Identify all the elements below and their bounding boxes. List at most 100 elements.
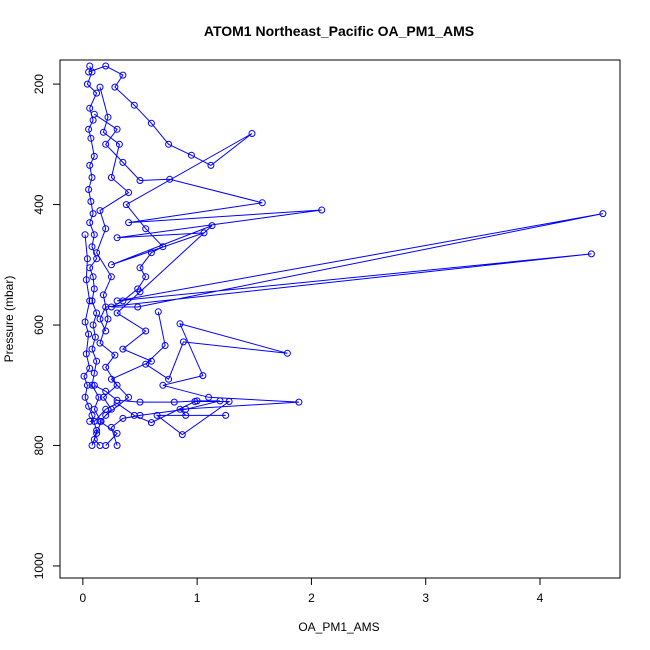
data-point [154, 308, 162, 316]
data-point [136, 398, 144, 406]
data-point [104, 315, 112, 323]
data-point [88, 442, 96, 449]
data-point [147, 419, 155, 427]
x-axis: 0 1 2 3 4 [80, 577, 544, 605]
data-point [587, 250, 595, 258]
data-point [91, 333, 99, 341]
data-point [83, 255, 91, 263]
data-point [85, 125, 93, 133]
data-point [96, 442, 104, 449]
data-point [125, 393, 133, 401]
data-point [283, 349, 291, 357]
data-point [102, 62, 110, 70]
data-point [87, 134, 95, 142]
y-tick-label: 600 [32, 315, 46, 335]
x-tick-label: 2 [308, 591, 315, 605]
data-point [205, 393, 213, 401]
series-layer [80, 62, 607, 449]
data-point [86, 364, 94, 372]
data-point [599, 210, 607, 218]
data-point [119, 158, 127, 166]
data-point [187, 151, 195, 159]
data-point [81, 393, 89, 401]
data-point [248, 130, 256, 137]
data-point [88, 297, 96, 305]
y-tick-label: 200 [32, 74, 46, 94]
data-point [207, 161, 215, 169]
series-line [83, 234, 101, 446]
data-point [295, 398, 303, 406]
data-point [93, 89, 101, 97]
data-point [90, 405, 98, 413]
data-point [90, 436, 98, 443]
data-point [153, 411, 161, 419]
data-point [102, 303, 110, 311]
data-point [96, 339, 104, 347]
data-point [88, 345, 96, 353]
x-axis-label: OA_PM1_AMS [298, 620, 379, 634]
data-point [159, 243, 167, 251]
data-point [86, 417, 94, 425]
y-axis-label: Pressure (mbar) [2, 276, 16, 363]
data-point [88, 174, 96, 181]
data-point [102, 140, 110, 148]
data-point [83, 80, 91, 88]
data-point [80, 372, 88, 380]
data-point [113, 429, 121, 437]
data-point [113, 125, 121, 133]
series-5 [86, 308, 303, 439]
data-point [136, 177, 144, 184]
data-point [93, 249, 101, 257]
data-point [86, 161, 94, 169]
y-axis: 200 400 600 800 1000 [32, 74, 61, 579]
chart-title: ATOM1 Northeast_Pacific OA_PM1_AMS [204, 23, 474, 39]
data-point [125, 219, 133, 227]
data-point [86, 297, 94, 305]
data-point [89, 321, 97, 329]
data-point [96, 83, 104, 91]
data-point [193, 397, 201, 405]
data-point [142, 360, 150, 368]
data-point [86, 104, 94, 112]
data-point [222, 411, 230, 419]
data-point [225, 398, 233, 405]
data-point [113, 381, 121, 389]
data-point [90, 369, 98, 377]
data-point [179, 338, 187, 346]
data-point [147, 119, 155, 127]
data-point [165, 375, 173, 383]
y-tick-label: 1000 [32, 552, 46, 579]
data-point [136, 411, 144, 419]
x-tick-label: 1 [194, 591, 201, 605]
data-point [88, 411, 96, 419]
data-point [136, 264, 144, 272]
data-point [142, 225, 150, 233]
data-point [85, 68, 93, 76]
data-point [102, 405, 110, 413]
data-point [122, 201, 130, 209]
data-point [107, 174, 115, 181]
data-point [99, 291, 107, 299]
data-point [142, 327, 150, 335]
series-line [86, 65, 102, 446]
data-point [111, 351, 119, 359]
series-2 [85, 62, 607, 335]
data-point [107, 261, 115, 269]
data-point [102, 363, 110, 371]
data-point [159, 381, 167, 389]
data-point [142, 273, 150, 281]
data-point [90, 152, 98, 160]
series-line [96, 86, 130, 446]
series-6 [80, 231, 104, 449]
data-point [82, 350, 90, 358]
data-point [99, 128, 107, 136]
data-point [258, 199, 266, 207]
data-point [102, 387, 110, 395]
data-point [166, 175, 174, 183]
data-point [113, 442, 121, 449]
series-1 [83, 62, 105, 449]
series-7 [90, 381, 224, 449]
data-point [93, 357, 101, 365]
data-point [90, 285, 98, 293]
